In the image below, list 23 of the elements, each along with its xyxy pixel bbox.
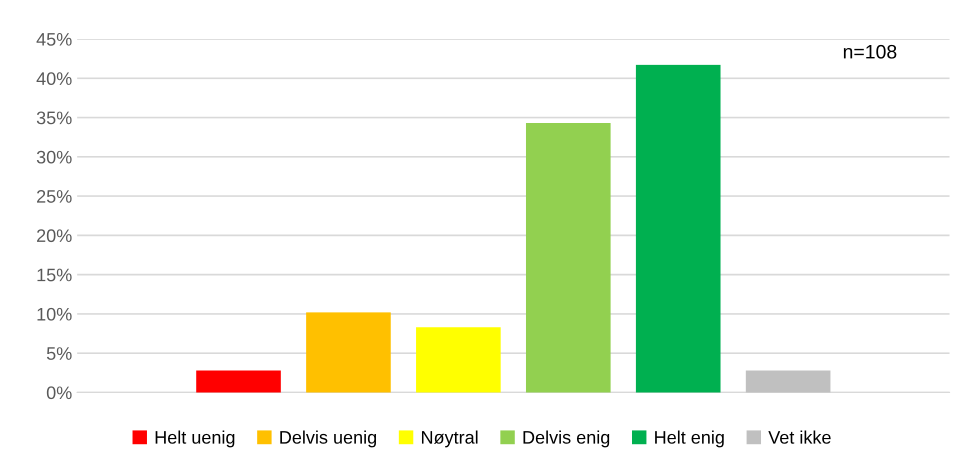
y-tick-label: 15% bbox=[38, 268, 72, 282]
legend-label: Nøytral bbox=[422, 430, 478, 448]
legend-label: Helt enig bbox=[655, 430, 724, 448]
y-tick-label: 40% bbox=[36, 72, 72, 86]
y-tick-label: 45% bbox=[36, 33, 72, 46]
y-tick-label: 10% bbox=[38, 308, 72, 321]
y-tick-label: 5% bbox=[46, 347, 72, 360]
y-tick-label: 35% bbox=[36, 111, 72, 124]
legend-label: Delvis enig bbox=[523, 430, 610, 448]
y-tick-label: 20% bbox=[37, 229, 72, 242]
bar bbox=[526, 123, 611, 392]
bar bbox=[746, 370, 830, 392]
bar bbox=[306, 312, 391, 392]
y-tick-label: 25% bbox=[37, 190, 72, 203]
bar bbox=[416, 327, 501, 392]
annotation: n=108 bbox=[844, 44, 896, 59]
legend-label: Vet ikke bbox=[768, 430, 831, 444]
legend-label: Helt uenig bbox=[156, 430, 234, 448]
y-tick-label: 0% bbox=[46, 386, 72, 400]
bar bbox=[196, 370, 281, 392]
bar bbox=[636, 64, 721, 392]
legend-label: Delvis uenig bbox=[280, 430, 376, 448]
y-tick-label: 30% bbox=[36, 150, 72, 164]
